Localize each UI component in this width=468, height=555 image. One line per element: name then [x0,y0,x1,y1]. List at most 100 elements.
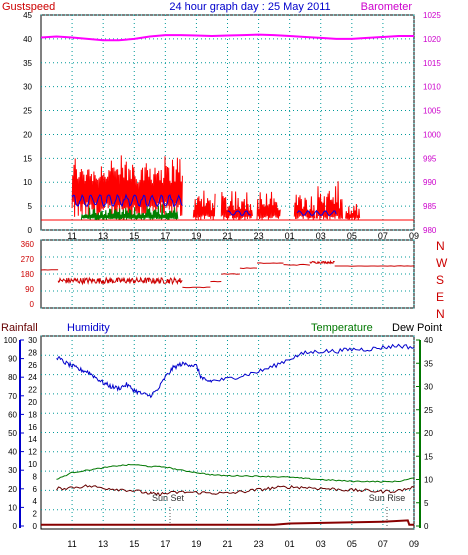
y-tick-label: 980 [423,226,437,235]
temp-humidity-panel-grid [41,335,415,529]
x-tick-label: 07 [378,231,388,241]
dewpoint-label: Dew Point [392,322,442,334]
direction-panel-grid [41,239,415,309]
y-tick-label: 1015 [423,59,441,68]
rainfall-tick-label: 16 [28,423,37,432]
x-tick-label: 01 [285,539,295,549]
x-tick-label: 21 [222,231,232,241]
y-tick-label: 35 [23,59,32,68]
windspeed-line [296,210,337,216]
gustspeed-line [192,190,216,221]
compass-label: S [436,273,444,287]
rainfall-tick-label: 30 [28,336,37,345]
rainfall-tick-label: 26 [28,361,37,370]
y-tick-label: 25 [23,107,32,116]
y-tick-label: 45 [23,11,32,20]
wind-direction-line [283,263,310,266]
humidity-tick-label: 10 [8,503,17,512]
compass-label: W [436,256,448,270]
humidity-tick-label: 30 [8,466,17,475]
temperature-tick-label: 25 [424,406,433,415]
y-tick-label: 0 [28,226,33,235]
y-tick-label: 360 [21,240,35,249]
x-tick-label: 05 [347,231,357,241]
y-tick-label: 30 [23,83,32,92]
x-tick-label: 13 [98,539,108,549]
x-tick-label: 01 [285,231,295,241]
temperature-tick-label: 10 [424,476,433,485]
gustspeed-line [345,203,361,221]
x-tick-label: 11 [67,231,76,241]
temperature-axis: 0 5 10 15 20 25 30 35 40 [416,336,433,531]
rainfall-tick-label: 22 [28,386,37,395]
y-tick-label: 40 [23,35,32,44]
wind-direction-line [309,259,335,265]
temperature-tick-label: 15 [424,452,433,461]
gustspeed-axis: 0 5 10 15 20 25 30 35 40 45 [23,11,32,235]
temperature-tick-label: 5 [424,499,429,508]
temp-panel-time-axis: 11 13 15 17 19 21 23 01 03 05 07 09 [67,539,419,549]
y-tick-label: 90 [25,285,34,294]
sunrise-label: Sun Rise [369,493,406,503]
wind-panel-time-axis: 11 13 15 17 19 21 23 01 03 05 07 09 [67,231,419,241]
y-tick-label: 1020 [423,35,441,44]
y-tick-label: 1000 [423,130,441,139]
windspeed-line [227,210,251,216]
y-tick-label: 5 [28,202,33,211]
x-tick-label: 13 [98,231,108,241]
temperature-tick-label: 40 [424,336,433,345]
compass-label: E [436,290,444,304]
wind-direction-line [221,273,240,275]
wind-panel-series [40,33,414,221]
rainfall-line [41,519,414,526]
humidity-tick-label: 40 [8,448,17,457]
x-tick-label: 17 [160,231,170,241]
wind-direction-line [182,286,211,289]
rainfall-tick-label: 24 [28,373,37,382]
y-tick-label: 990 [423,178,437,187]
y-tick-label: 1010 [423,83,441,92]
x-tick-label: 09 [409,231,419,241]
temperature-tick-label: 35 [424,359,433,368]
x-tick-label: 09 [409,539,419,549]
gustspeed-label: Gustspeed [2,1,55,13]
wind-direction-line [57,276,183,286]
x-tick-label: 21 [222,539,232,549]
barometer-axis: 980 985 990 995 1000 1005 1010 1015 1020 1025 [423,11,441,235]
y-tick-label: 180 [21,270,35,279]
y-tick-label: 1005 [423,107,441,116]
x-tick-label: 23 [254,231,264,241]
x-tick-label: 11 [67,539,76,549]
x-tick-label: 19 [191,539,201,549]
rainfall-tick-label: 4 [33,497,38,506]
humidity-tick-label: 50 [8,429,17,438]
rainfall-tick-label: 12 [28,448,37,457]
rainfall-tick-label: 6 [33,485,38,494]
x-tick-label: 07 [378,539,388,549]
y-tick-label: 995 [423,154,437,163]
gustspeed-line [293,194,315,220]
wind-direction-line [256,262,284,264]
x-tick-label: 23 [254,539,264,549]
windspeed-line [71,193,183,208]
gustspeed-line [315,181,343,220]
humidity-tick-label: 0 [13,522,18,531]
direction-axis: 0 90 180 270 360 [21,240,35,309]
temperature-tick-label: 0 [424,522,429,531]
barometer-label: Barometer [361,1,413,13]
temp-humidity-series [41,343,415,526]
y-tick-label: 10 [23,178,32,187]
compass-label: N [436,307,445,321]
temperature-tick-label: 20 [424,429,433,438]
gustspeed-line [256,191,281,220]
y-tick-label: 0 [30,300,35,309]
sunset-label: Sun Set [152,493,185,503]
humidity-tick-label: 80 [8,373,17,382]
rainfall-label: Rainfall [1,322,38,334]
rainfall-tick-label: 8 [33,472,38,481]
